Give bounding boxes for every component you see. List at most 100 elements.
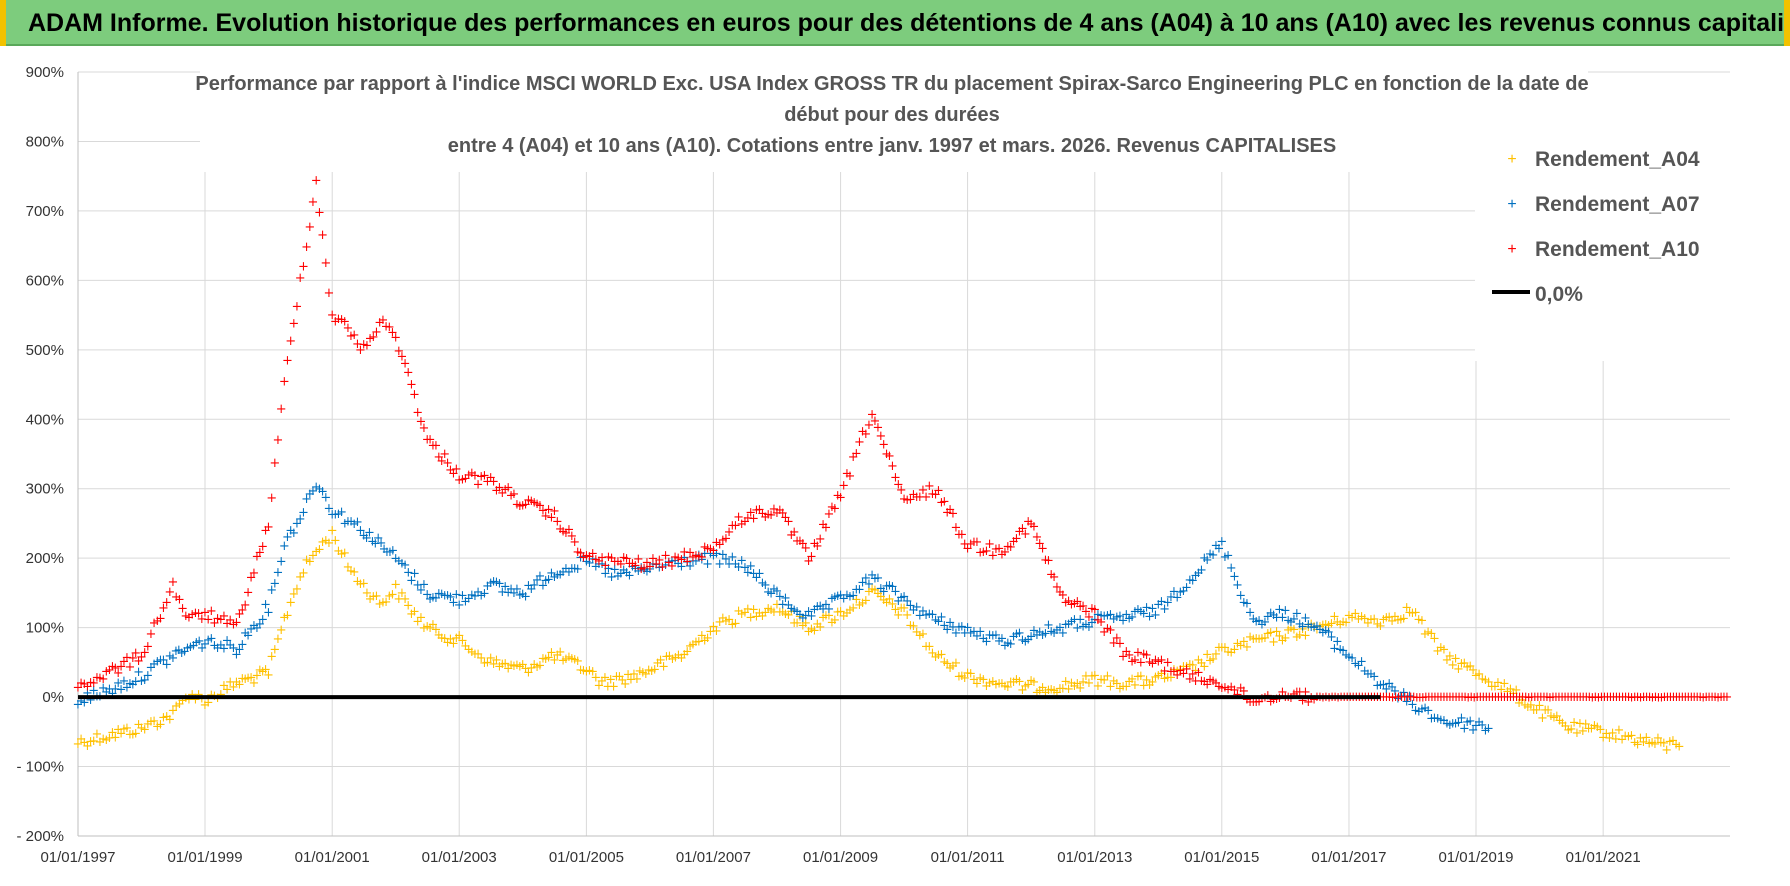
data-point: + — [168, 704, 179, 719]
data-point: + — [200, 637, 211, 652]
data-point: + — [990, 628, 1001, 643]
x-tick-label: 01/01/2001 — [295, 849, 370, 866]
data-point: + — [676, 553, 687, 568]
data-point: + — [968, 673, 979, 688]
data-point: + — [1141, 673, 1152, 688]
data-point: + — [673, 648, 684, 663]
data-point: + — [857, 596, 868, 611]
data-point: + — [491, 653, 502, 668]
data-point: + — [769, 605, 780, 620]
x-tick-label: 01/01/2021 — [1566, 849, 1641, 866]
data-point: + — [642, 564, 653, 579]
data-point: + — [1081, 605, 1092, 620]
data-point: + — [400, 592, 411, 607]
data-point: + — [433, 450, 444, 465]
data-point: + — [612, 554, 623, 569]
data-point: + — [1401, 695, 1412, 710]
data-point: + — [587, 665, 598, 680]
data-point: + — [1156, 595, 1167, 610]
data-point: + — [685, 545, 696, 560]
data-point: + — [228, 618, 239, 633]
data-point: + — [506, 658, 517, 673]
data-point: + — [972, 535, 983, 550]
data-point: + — [1522, 700, 1533, 715]
data-point: + — [1156, 667, 1167, 682]
data-point: + — [451, 631, 462, 646]
data-point: + — [1410, 606, 1421, 621]
data-point: + — [1454, 690, 1465, 705]
data-point: + — [644, 562, 655, 577]
data-point: + — [884, 449, 895, 464]
data-point: + — [1248, 612, 1259, 627]
data-point: + — [774, 605, 785, 620]
data-point: + — [425, 621, 436, 636]
data-point: + — [1407, 698, 1418, 713]
data-point: + — [85, 735, 96, 750]
data-point: + — [1202, 677, 1213, 692]
data-point: + — [537, 578, 548, 593]
data-point: + — [688, 554, 699, 569]
data-point: + — [488, 575, 499, 590]
data-point: + — [717, 533, 728, 548]
data-point: + — [660, 549, 671, 564]
data-point: + — [119, 655, 130, 670]
data-point: + — [1451, 690, 1462, 705]
data-point: + — [927, 646, 938, 661]
data-point: + — [200, 698, 211, 713]
data-point: + — [279, 610, 290, 625]
data-point: + — [690, 635, 701, 650]
data-point: + — [714, 538, 725, 553]
data-point: + — [724, 613, 735, 628]
data-point: + — [1124, 674, 1135, 689]
data-point: + — [526, 494, 537, 509]
data-point: + — [1034, 537, 1045, 552]
data-point: + — [1420, 701, 1431, 716]
data-point: + — [1375, 619, 1386, 634]
data-point: + — [1393, 690, 1404, 705]
data-point: + — [1317, 618, 1328, 633]
data-point: + — [606, 551, 617, 566]
data-point: + — [439, 588, 450, 603]
data-point: + — [1193, 666, 1204, 681]
data-point: + — [1505, 690, 1516, 705]
data-point: + — [537, 651, 548, 666]
data-point: + — [777, 605, 788, 620]
data-point: + — [1463, 690, 1474, 705]
data-point: + — [368, 589, 379, 604]
data-point: + — [1595, 722, 1606, 737]
data-point: + — [1259, 631, 1270, 646]
data-point: + — [1535, 690, 1546, 705]
data-point: + — [1262, 626, 1273, 641]
data-point: + — [1493, 676, 1504, 691]
data-point: + — [612, 569, 623, 584]
data-point: + — [1338, 644, 1349, 659]
data-point: + — [430, 622, 441, 637]
data-point: + — [225, 638, 236, 653]
data-point: + — [569, 562, 580, 577]
data-point: + — [797, 619, 808, 634]
data-point: + — [581, 554, 592, 569]
data-point: + — [642, 556, 653, 571]
data-point: + — [1040, 627, 1051, 642]
data-point: + — [1665, 690, 1676, 705]
data-point: + — [549, 504, 560, 519]
data-point: + — [127, 677, 138, 692]
data-point: + — [308, 549, 319, 564]
data-point: + — [460, 639, 471, 654]
data-point: + — [231, 675, 242, 690]
data-point: + — [209, 616, 220, 631]
data-point: + — [149, 657, 160, 672]
data-point: + — [870, 572, 881, 587]
data-point: + — [1248, 695, 1259, 710]
data-point: + — [1529, 690, 1540, 705]
data-point: + — [1359, 664, 1370, 679]
data-point: + — [1312, 622, 1323, 637]
data-point: + — [1105, 680, 1116, 695]
data-point: + — [857, 575, 868, 590]
data-point: + — [930, 650, 941, 665]
data-point: + — [1092, 679, 1103, 694]
data-point: + — [1309, 620, 1320, 635]
data-point: + — [851, 593, 862, 608]
data-point: + — [1089, 613, 1100, 628]
data-point: + — [1563, 723, 1574, 738]
